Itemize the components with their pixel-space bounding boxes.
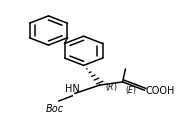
Text: HN: HN [65, 84, 80, 94]
Text: Boc: Boc [46, 104, 64, 114]
Text: COOH: COOH [145, 86, 175, 96]
Text: $(R)$: $(R)$ [105, 81, 117, 93]
Text: $(E)$: $(E)$ [125, 84, 138, 96]
